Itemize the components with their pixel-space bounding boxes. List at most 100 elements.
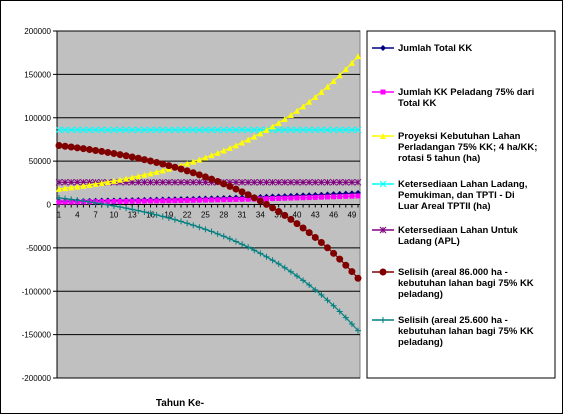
data-point [281, 211, 289, 219]
data-point [62, 199, 68, 205]
data-point [92, 199, 99, 206]
x-tick-label: 40 [293, 211, 302, 220]
series-6 [55, 142, 362, 282]
data-point [110, 177, 117, 184]
data-point [111, 199, 117, 205]
data-point [269, 257, 276, 264]
data-point [226, 182, 234, 190]
data-point [153, 126, 160, 134]
data-point [116, 151, 124, 159]
x-tick-label: 4 [75, 211, 80, 220]
data-point [306, 195, 312, 201]
y-tick-label: 200000 [24, 27, 51, 36]
data-point [244, 126, 252, 134]
data-point [68, 196, 75, 203]
x-tick-label: 7 [93, 211, 98, 220]
data-point [232, 142, 239, 149]
data-point [196, 197, 202, 203]
legend-swatch-marker [380, 133, 386, 139]
data-point [55, 142, 63, 150]
data-point [215, 197, 221, 203]
data-point [354, 274, 362, 282]
data-point [209, 197, 215, 203]
data-point [275, 208, 283, 216]
data-point [348, 268, 356, 276]
data-point [300, 277, 307, 284]
data-point [239, 196, 245, 202]
data-point [214, 149, 221, 156]
data-point [342, 178, 350, 186]
data-point [221, 197, 227, 203]
x-tick-label: 43 [311, 211, 320, 220]
data-point [104, 178, 111, 185]
data-point [324, 297, 331, 304]
data-point [159, 213, 166, 220]
data-point [324, 126, 331, 134]
data-point [195, 171, 203, 179]
data-point [128, 153, 136, 161]
data-point [281, 264, 288, 271]
data-point [73, 144, 81, 152]
data-point [62, 185, 69, 192]
data-point [135, 173, 142, 180]
data-point [349, 193, 355, 199]
data-point [324, 194, 330, 200]
data-point [214, 177, 222, 185]
data-point [128, 126, 136, 134]
data-point [92, 180, 99, 187]
data-point [147, 126, 154, 134]
data-point [245, 244, 252, 251]
data-point [141, 209, 148, 216]
data-point [336, 126, 344, 134]
data-point [214, 230, 221, 237]
data-point [184, 220, 191, 227]
data-point [183, 178, 191, 186]
legend-entry: Selisih (areal 86.000 ha -kebutuhan laha… [372, 267, 534, 300]
data-point [323, 244, 331, 252]
data-point [232, 185, 240, 193]
data-point [311, 126, 319, 134]
data-point [116, 126, 124, 134]
data-point [178, 198, 184, 204]
data-point [104, 201, 111, 208]
data-point [318, 126, 325, 134]
data-point [202, 126, 209, 134]
data-point [56, 194, 62, 201]
data-point [226, 144, 233, 151]
data-point [62, 195, 69, 202]
legend-label: Ketersediaan Lahan Untuk Ladang (APL) [398, 225, 519, 247]
data-point [61, 142, 69, 150]
data-point [177, 126, 185, 134]
data-point [220, 233, 227, 240]
data-point [312, 93, 319, 100]
data-point [123, 205, 130, 212]
data-point [147, 170, 154, 177]
data-point [342, 261, 350, 269]
data-point [201, 173, 209, 181]
data-point [330, 126, 337, 134]
data-point [282, 195, 288, 201]
data-point [275, 260, 282, 267]
data-point [324, 178, 331, 186]
data-point [129, 174, 136, 181]
data-point [287, 178, 295, 186]
legend-swatch-marker [380, 45, 386, 51]
data-point [355, 53, 361, 60]
data-point [135, 198, 141, 204]
data-point [318, 194, 324, 200]
data-point [300, 195, 306, 201]
data-point [250, 194, 258, 202]
data-point [305, 126, 313, 134]
data-point [348, 178, 356, 186]
data-point [105, 199, 111, 205]
data-point [159, 126, 167, 134]
y-tick-label: -200000 [22, 374, 52, 383]
data-point [92, 126, 99, 134]
data-point [331, 194, 337, 200]
data-point [86, 181, 93, 188]
legend: Jumlah Total KK Jumlah KK Peladang 75% da… [372, 43, 537, 348]
data-point [148, 198, 154, 204]
data-point [202, 154, 209, 161]
data-point [226, 235, 233, 242]
data-point [251, 133, 258, 140]
